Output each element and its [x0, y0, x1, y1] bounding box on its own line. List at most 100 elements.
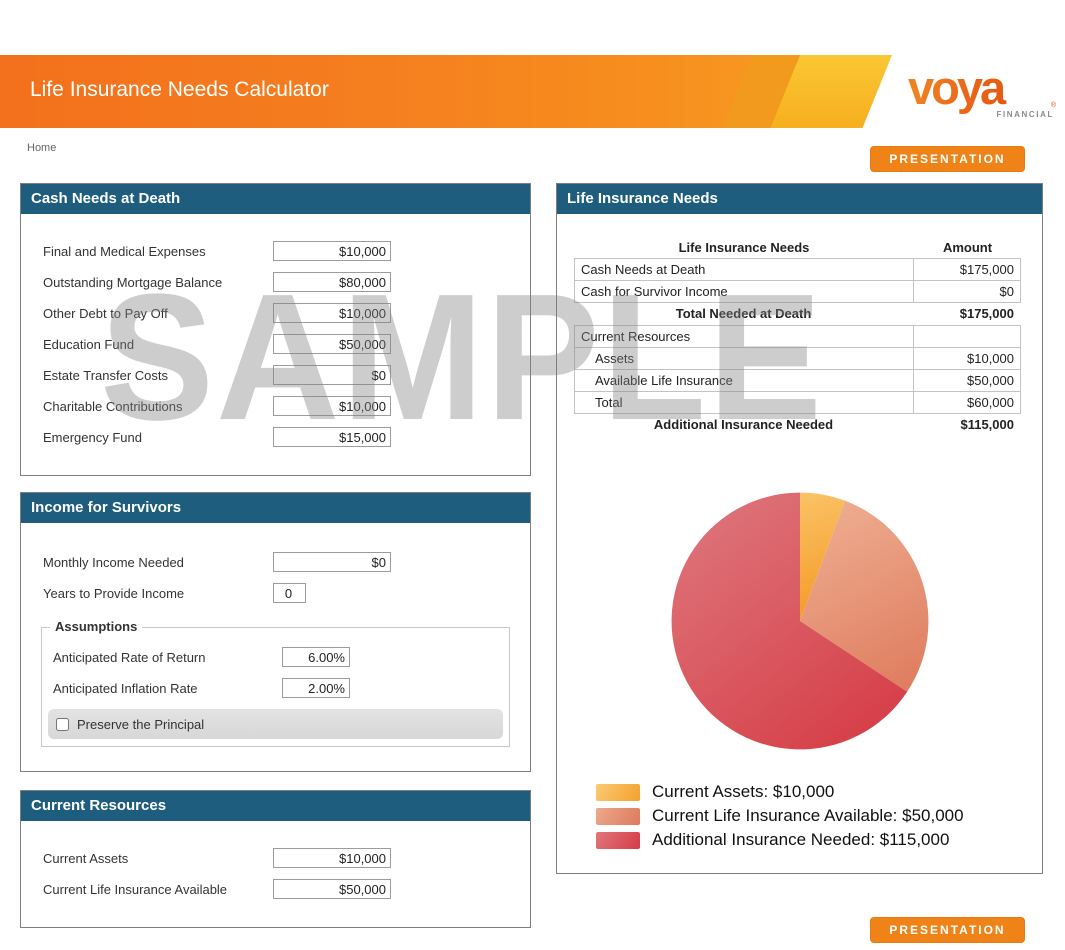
- field-row: Current Assets: [21, 843, 530, 874]
- table-row: Cash for Survivor Income $0: [574, 280, 1021, 303]
- current-life-insurance-input[interactable]: [273, 879, 391, 899]
- row-label: Total: [595, 395, 623, 410]
- row-label: Cash Needs at Death: [581, 262, 706, 277]
- table-row-section: Current Resources: [574, 325, 1021, 348]
- row-amount: $10,000: [913, 348, 1020, 369]
- field-row: Anticipated Inflation Rate: [42, 673, 509, 704]
- table-row: Total $60,000: [574, 391, 1021, 414]
- row-amount: $50,000: [913, 370, 1020, 391]
- field-row: Emergency Fund: [21, 422, 530, 453]
- field-row: Monthly Income Needed: [21, 547, 530, 578]
- panel-cash-needs-title: Cash Needs at Death: [21, 184, 530, 214]
- row-amount: $0: [913, 281, 1020, 302]
- presentation-button-bottom[interactable]: PRESENTATION: [870, 917, 1025, 943]
- panel-income-survivors: Income for Survivors Monthly Income Need…: [20, 492, 531, 772]
- monthly-income-label: Monthly Income Needed: [43, 555, 184, 570]
- table-row: Assets $10,000: [574, 347, 1021, 370]
- other-debt-input[interactable]: [273, 303, 391, 323]
- education-fund-input[interactable]: [273, 334, 391, 354]
- insurance-needs-pie-chart: [669, 490, 931, 752]
- field-row: Outstanding Mortgage Balance: [21, 267, 530, 298]
- pie-slice-additional-insurance: [671, 492, 908, 750]
- monthly-income-input[interactable]: [273, 552, 391, 572]
- table-row-total-needed: Total Needed at Death $175,000: [574, 303, 1021, 326]
- needs-table-header: Life Insurance Needs Amount: [574, 236, 1021, 259]
- panel-cash-needs: Cash Needs at Death Final and Medical Ex…: [20, 183, 531, 476]
- voya-logo-subtext: FINANCIAL: [996, 110, 1054, 119]
- app-banner: Life Insurance Needs Calculator voya ® F…: [0, 55, 1065, 128]
- panel-resources-title: Current Resources: [21, 791, 530, 821]
- field-row: Other Debt to Pay Off: [21, 298, 530, 329]
- charitable-contributions-input[interactable]: [273, 396, 391, 416]
- inflation-rate-input[interactable]: [282, 678, 350, 698]
- emergency-fund-label: Emergency Fund: [43, 430, 142, 445]
- breadcrumb-home-link[interactable]: Home: [27, 142, 57, 154]
- pie-legend: Current Assets: $10,000 Current Life Ins…: [596, 780, 964, 852]
- row-amount: [913, 326, 1020, 347]
- estate-transfer-input[interactable]: [273, 365, 391, 385]
- voya-logo: voya ® FINANCIAL: [908, 58, 1056, 124]
- field-row: Charitable Contributions: [21, 391, 530, 422]
- field-row: Years to Provide Income: [21, 578, 530, 609]
- voya-logo-text: voya: [908, 58, 1056, 118]
- row-amount: $175,000: [959, 306, 1014, 321]
- legend-swatch-additional-insurance: [596, 831, 640, 849]
- row-label: Cash for Survivor Income: [581, 284, 728, 299]
- panel-life-insurance-needs: Life Insurance Needs Life Insurance Need…: [556, 183, 1043, 874]
- needs-col-amount: Amount: [942, 240, 993, 255]
- pie-slice-current-assets: [800, 492, 846, 621]
- current-life-insurance-label: Current Life Insurance Available: [43, 882, 228, 897]
- preserve-principal-bar: Preserve the Principal: [48, 709, 503, 739]
- legend-item: Additional Insurance Needed: $115,000: [596, 828, 964, 852]
- rate-of-return-input[interactable]: [282, 647, 350, 667]
- years-income-input[interactable]: [273, 583, 306, 603]
- assumptions-title: Assumptions: [50, 619, 143, 634]
- field-row: Final and Medical Expenses: [21, 236, 530, 267]
- years-income-label: Years to Provide Income: [43, 586, 185, 601]
- preserve-principal-checkbox[interactable]: [56, 717, 69, 731]
- row-amount: $60,000: [913, 392, 1020, 413]
- current-assets-input[interactable]: [273, 848, 391, 868]
- panel-income-title: Income for Survivors: [21, 493, 530, 523]
- legend-item: Current Life Insurance Available: $50,00…: [596, 804, 964, 828]
- legend-swatch-current-life-insurance: [596, 807, 640, 825]
- legend-label: Additional Insurance Needed: $115,000: [652, 830, 950, 849]
- assumptions-fieldset: Assumptions Anticipated Rate of Return A…: [41, 619, 510, 747]
- panel-current-resources: Current Resources Current Assets Current…: [20, 790, 531, 928]
- outstanding-mortgage-input[interactable]: [273, 272, 391, 292]
- field-row: Current Life Insurance Available: [21, 874, 530, 905]
- preserve-principal-label: Preserve the Principal: [77, 716, 205, 732]
- panel-needs-title: Life Insurance Needs: [557, 184, 1042, 214]
- row-amount: $115,000: [960, 417, 1014, 432]
- rate-of-return-label: Anticipated Rate of Return: [53, 650, 206, 665]
- legend-item: Current Assets: $10,000: [596, 780, 964, 804]
- pie-slice-current-life-insurance: [800, 500, 929, 692]
- estate-transfer-label: Estate Transfer Costs: [43, 368, 168, 383]
- table-row-additional-needed: Additional Insurance Needed $115,000: [574, 414, 1021, 437]
- other-debt-label: Other Debt to Pay Off: [43, 306, 168, 321]
- outstanding-mortgage-label: Outstanding Mortgage Balance: [43, 275, 223, 290]
- final-medical-expenses-input[interactable]: [273, 241, 391, 261]
- banner-orange-band: [0, 55, 862, 128]
- legend-swatch-current-assets: [596, 783, 640, 801]
- emergency-fund-input[interactable]: [273, 427, 391, 447]
- field-row: Estate Transfer Costs: [21, 360, 530, 391]
- inflation-rate-label: Anticipated Inflation Rate: [53, 681, 198, 696]
- row-label: Total Needed at Death: [675, 306, 812, 321]
- row-label: Available Life Insurance: [595, 373, 733, 388]
- field-row: Anticipated Rate of Return: [42, 642, 509, 673]
- current-assets-label: Current Assets: [43, 851, 129, 866]
- presentation-button-top[interactable]: PRESENTATION: [870, 146, 1025, 172]
- page-title: Life Insurance Needs Calculator: [30, 78, 329, 101]
- table-row: Cash Needs at Death $175,000: [574, 258, 1021, 281]
- charitable-contributions-label: Charitable Contributions: [43, 399, 183, 414]
- registered-mark-icon: ®: [1050, 102, 1056, 109]
- education-fund-label: Education Fund: [43, 337, 135, 352]
- needs-table: Life Insurance Needs Amount Cash Needs a…: [574, 236, 1021, 437]
- field-row: Education Fund: [21, 329, 530, 360]
- row-label: Assets: [595, 351, 635, 366]
- row-label: Current Resources: [581, 329, 691, 344]
- row-label: Additional Insurance Needed: [653, 417, 834, 432]
- legend-label: Current Assets: $10,000: [652, 782, 835, 801]
- final-medical-expenses-label: Final and Medical Expenses: [43, 244, 206, 259]
